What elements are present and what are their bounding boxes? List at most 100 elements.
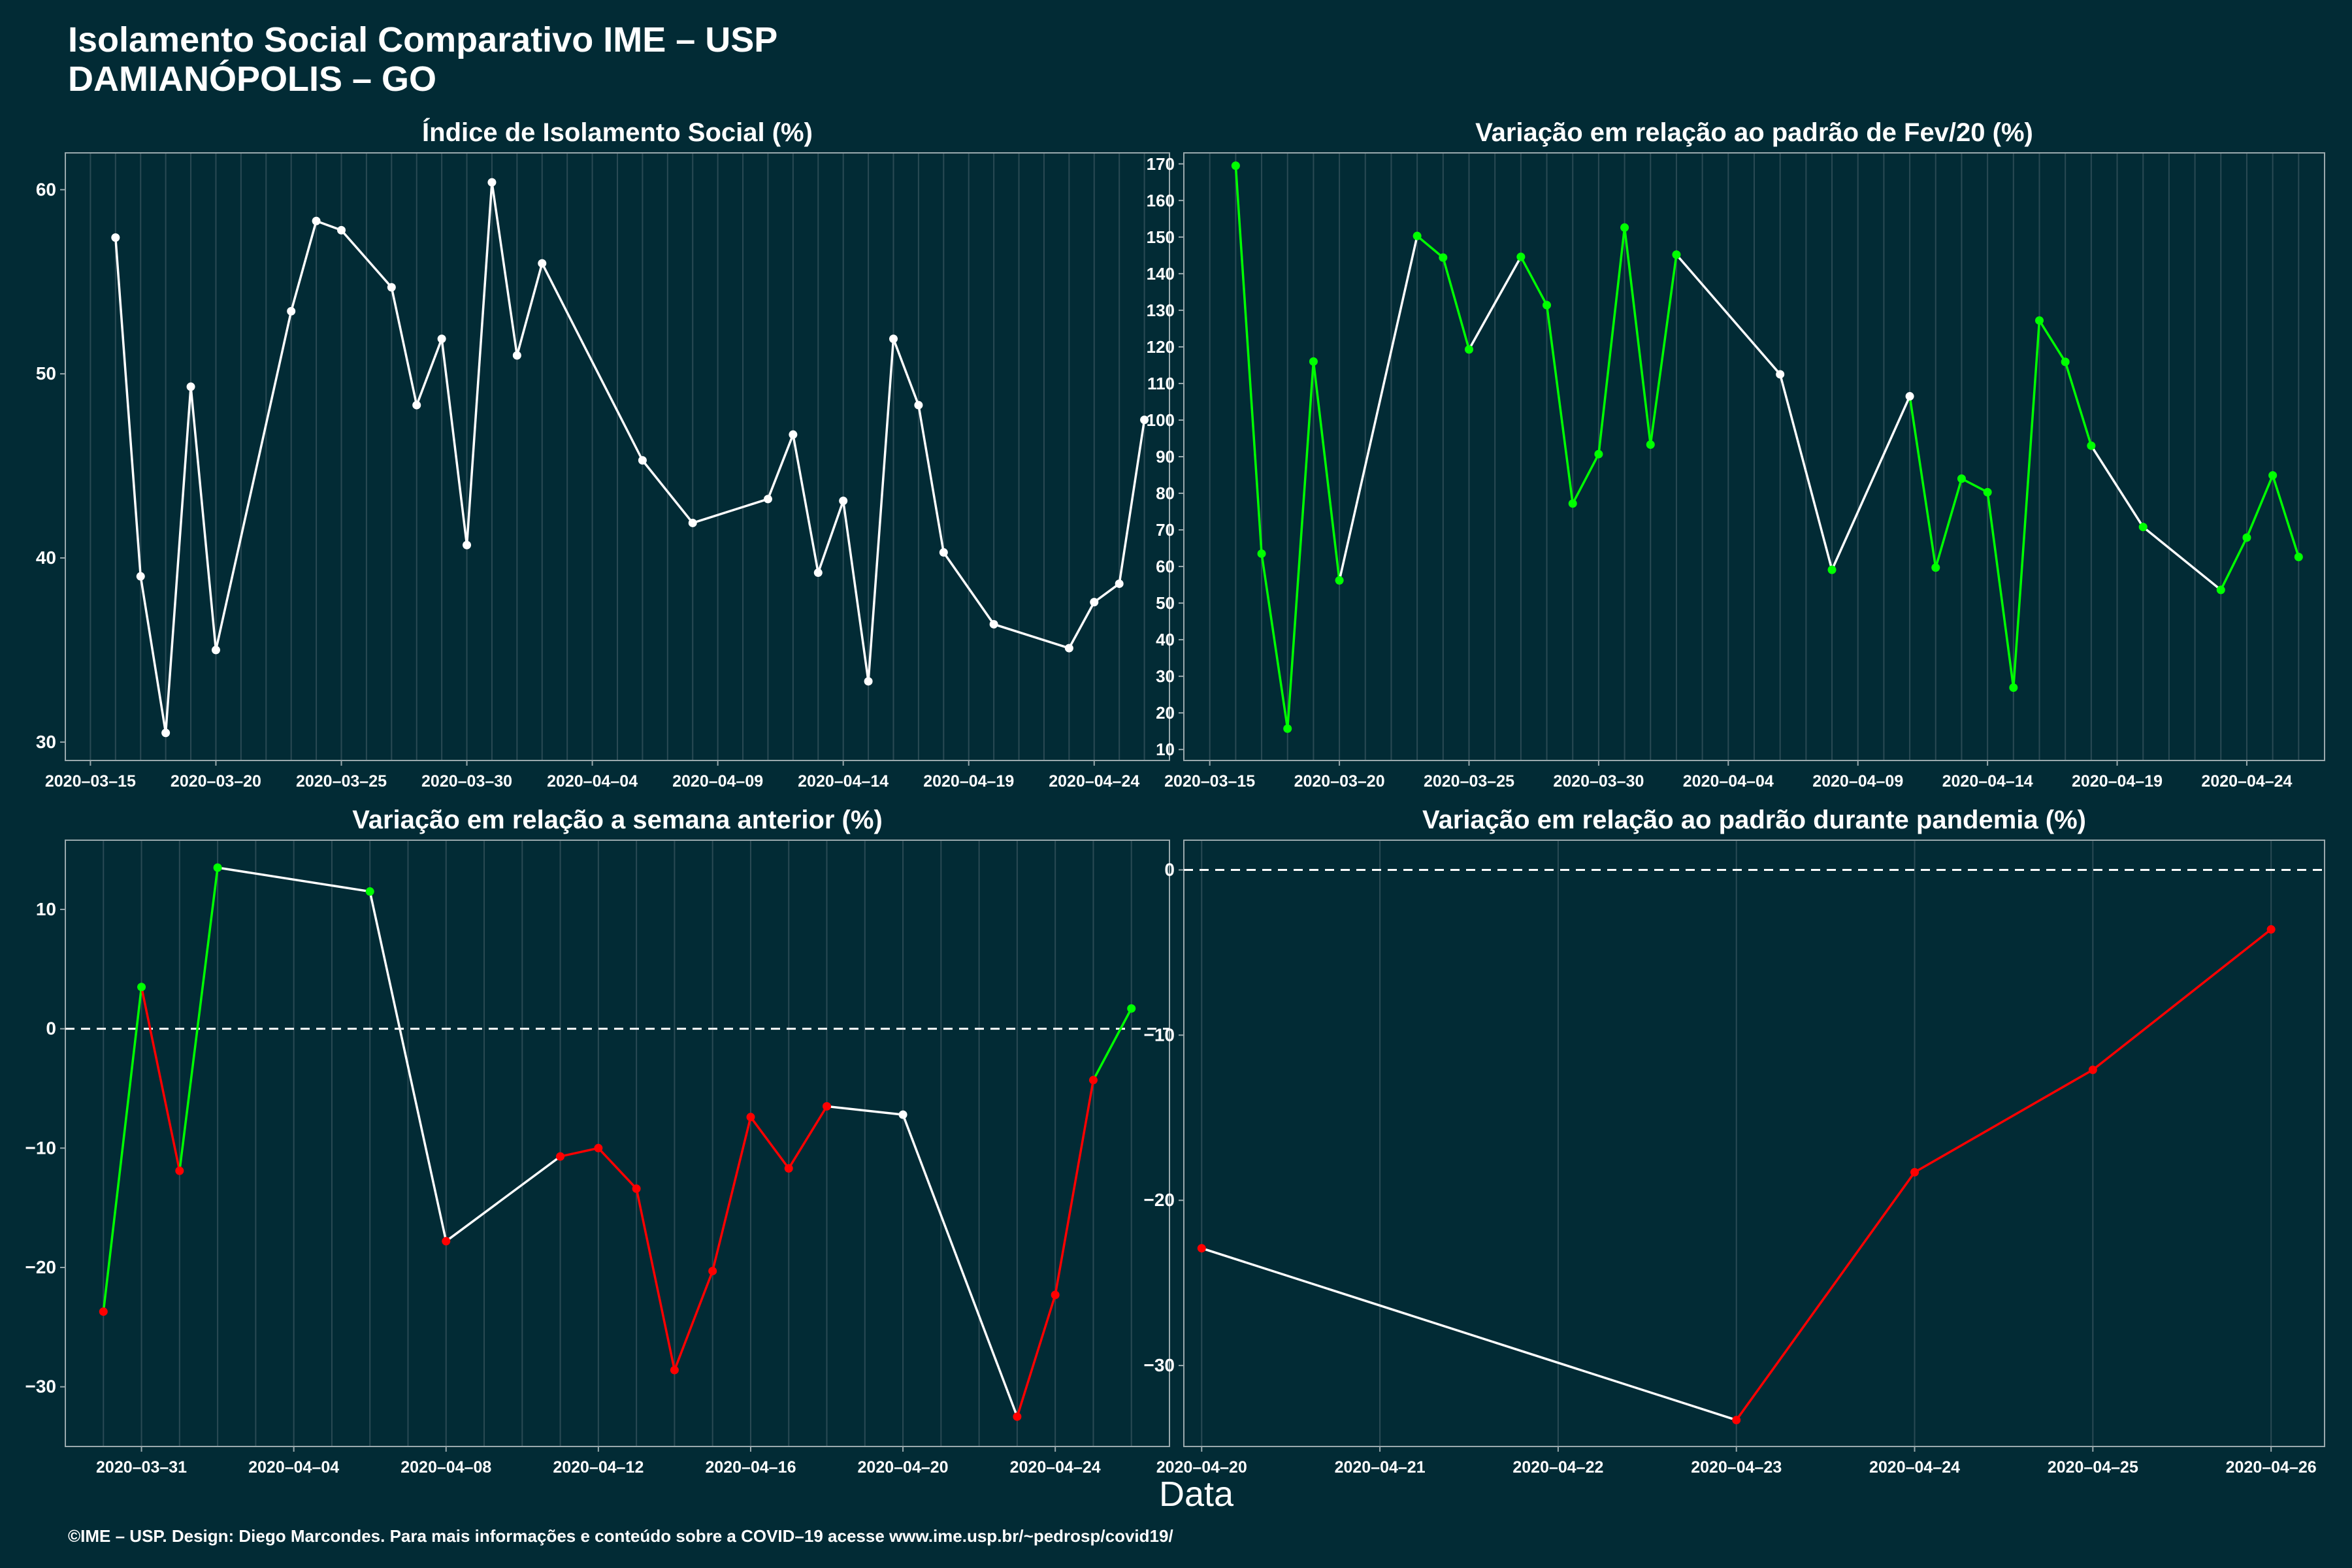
series-segment [416, 338, 443, 406]
y-tick-label: −20 [1144, 1190, 1175, 1210]
x-tick-label: 2020–04–20 [858, 1458, 949, 1477]
data-point [1646, 440, 1655, 449]
data-point [287, 306, 296, 316]
plot-frame [1183, 840, 2325, 1447]
data-point [638, 456, 647, 465]
y-tick-label: 10 [1156, 740, 1175, 759]
data-point [136, 572, 145, 581]
series-segment [787, 1105, 828, 1169]
y-tick-label: 50 [1156, 593, 1175, 613]
y-tick-label: −20 [25, 1257, 57, 1277]
y-tick-label: −10 [1144, 1024, 1175, 1045]
series-segment [289, 220, 318, 312]
data-point [2088, 1065, 2097, 1074]
data-point [365, 887, 374, 896]
series-segment [1286, 361, 1315, 729]
data-point [512, 351, 521, 360]
data-point [161, 728, 171, 738]
data-point [137, 983, 146, 992]
series-segment [792, 434, 819, 573]
y-tick-label: 10 [36, 899, 56, 919]
data-point [1051, 1290, 1060, 1299]
data-point [1827, 565, 1837, 574]
data-point [2268, 471, 2278, 480]
series-segment [711, 1117, 752, 1271]
x-tick-label: 2020–04–24 [1049, 772, 1139, 791]
data-point [186, 382, 195, 391]
data-point [1013, 1412, 1022, 1421]
x-tick-label: 2020–04–24 [2201, 772, 2292, 791]
data-point [2216, 585, 2225, 595]
plot-frame [65, 152, 1170, 761]
data-point [2061, 357, 2070, 367]
series-segment [1961, 478, 1988, 493]
data-point [1090, 598, 1099, 607]
data-point [111, 233, 120, 242]
series-segment [766, 434, 794, 500]
x-tick-label: 2020–04–26 [2226, 1458, 2317, 1477]
data-point [463, 540, 472, 549]
panel-title: Variação em relação ao padrão de Fev/20 … [1475, 118, 2033, 147]
y-tick-label: 150 [1147, 227, 1175, 247]
data-point [1064, 644, 1073, 653]
y-tick-label: 130 [1147, 301, 1175, 320]
series-segment [917, 404, 945, 553]
data-point [1197, 1244, 1206, 1253]
data-point [1594, 449, 1603, 459]
y-tick-label: −30 [25, 1377, 57, 1397]
series-segment [673, 1270, 714, 1371]
x-tick-label: 2020–03–15 [1164, 772, 1255, 791]
series-segment [1597, 227, 1626, 455]
data-point [670, 1365, 679, 1375]
x-tick-label: 2020–03–20 [1294, 772, 1385, 791]
data-point [487, 178, 497, 187]
x-axis-label: Data [1159, 1475, 1234, 1514]
y-tick-label: 0 [1164, 860, 1175, 880]
data-point [337, 225, 346, 235]
y-tick-label: 140 [1147, 264, 1175, 284]
series-segment [114, 237, 142, 577]
series-segment [826, 1105, 904, 1116]
y-tick-label: 40 [1156, 630, 1175, 649]
data-point [556, 1152, 565, 1161]
x-tick-label: 2020–04–14 [798, 772, 889, 791]
y-tick-label: 60 [36, 179, 56, 199]
series-segment [642, 459, 694, 524]
series-segment [2271, 475, 2300, 558]
series-segment [1735, 1171, 1916, 1421]
series-segment [541, 263, 644, 461]
series-segment [1675, 253, 1782, 376]
series-segment [1068, 601, 1096, 649]
series-segment [902, 1114, 1019, 1417]
plot-frame [65, 840, 1170, 1447]
data-point [2087, 441, 2096, 450]
series-segment [817, 500, 845, 574]
data-point [175, 1166, 184, 1175]
series-segment [841, 500, 870, 682]
x-tick-label: 2020–04–24 [1010, 1458, 1101, 1477]
series-segment [368, 891, 448, 1242]
data-point [1115, 579, 1124, 588]
data-point [632, 1184, 641, 1193]
data-point [211, 645, 220, 655]
x-tick-label: 2020–04–04 [547, 772, 638, 791]
series-segment [515, 263, 544, 356]
series-segment [2090, 445, 2144, 528]
data-point [1140, 416, 1149, 425]
data-point [1543, 301, 1552, 310]
y-tick-label: −10 [25, 1137, 57, 1158]
series-segment [1623, 227, 1652, 445]
series-segment [1312, 361, 1341, 581]
footer-credits: ©IME – USP. Design: Diego Marcondes. Par… [68, 1526, 1173, 1546]
y-tick-label: 160 [1147, 191, 1175, 210]
y-tick-label: 100 [1147, 410, 1175, 430]
series-segment [1571, 453, 1600, 504]
data-point [823, 1102, 832, 1111]
panel-title: Variação em relação a semana anterior (%… [352, 806, 883, 834]
x-tick-label: 2020–04–09 [672, 772, 763, 791]
data-point [1983, 487, 1992, 497]
panel-title: Variação em relação ao padrão durante pa… [1422, 806, 2086, 834]
x-tick-label: 2020–04–19 [2072, 772, 2163, 791]
y-tick-label: 70 [1156, 520, 1175, 540]
